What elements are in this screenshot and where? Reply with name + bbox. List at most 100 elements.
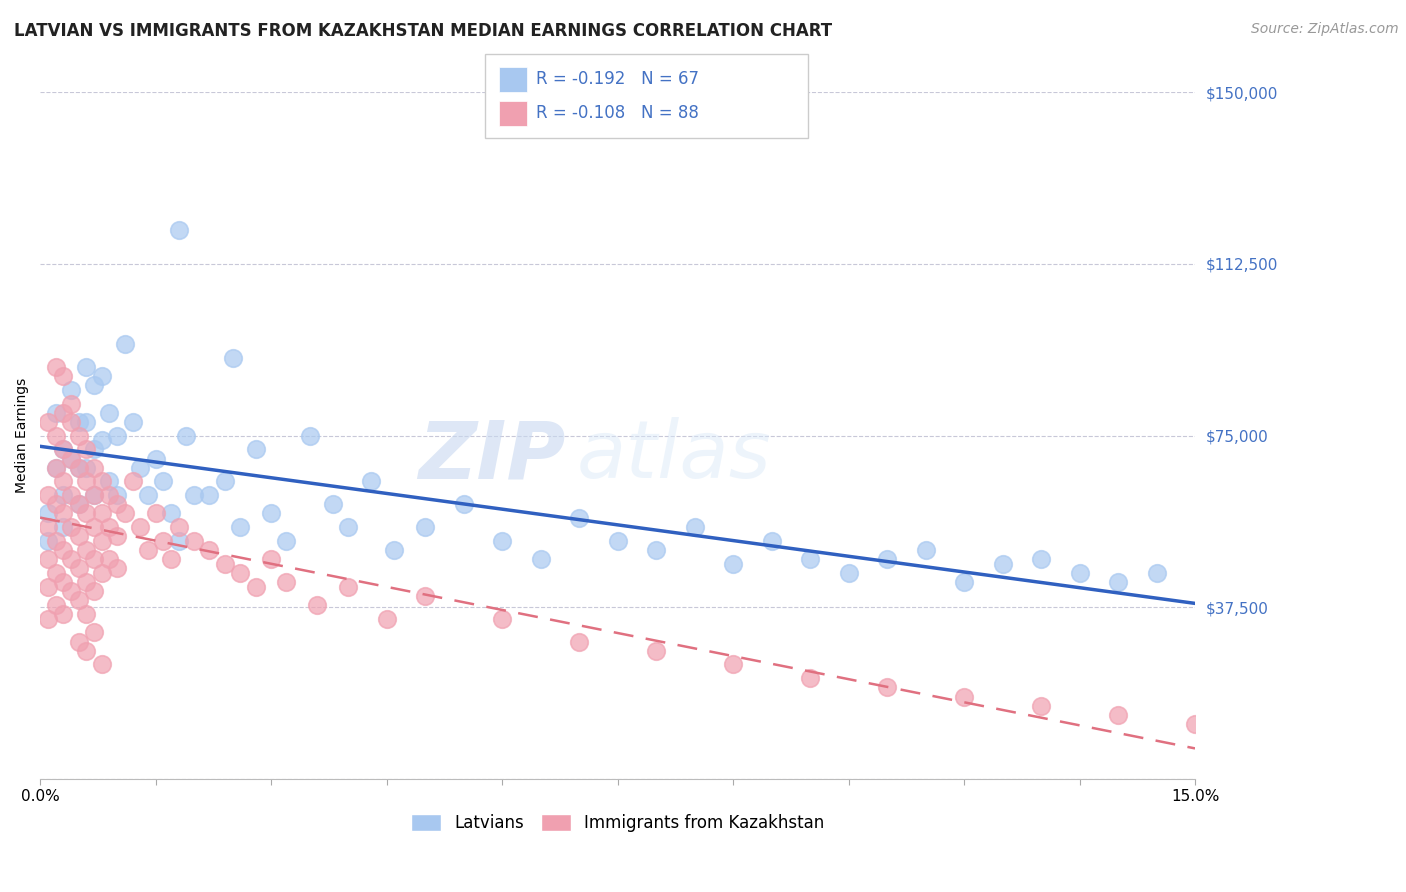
Y-axis label: Median Earnings: Median Earnings <box>15 378 30 493</box>
Point <box>276 575 298 590</box>
Point <box>75 442 97 457</box>
Point <box>59 451 82 466</box>
Point <box>1107 707 1129 722</box>
Point <box>183 533 205 548</box>
Point <box>953 690 976 704</box>
Point <box>260 552 283 566</box>
Point <box>152 475 174 489</box>
Point <box>105 428 128 442</box>
Point <box>761 533 783 548</box>
Point <box>167 222 190 236</box>
Point <box>491 533 513 548</box>
Point <box>1069 566 1091 580</box>
Point <box>59 451 82 466</box>
Point <box>37 520 59 534</box>
Point <box>67 460 90 475</box>
Point <box>799 671 821 685</box>
Point <box>337 580 360 594</box>
Point <box>75 359 97 374</box>
Point <box>83 378 105 392</box>
Text: R = -0.108   N = 88: R = -0.108 N = 88 <box>536 104 699 122</box>
Point <box>75 644 97 658</box>
Point <box>876 552 898 566</box>
Point <box>136 543 159 558</box>
Point <box>52 520 75 534</box>
Point <box>44 428 66 442</box>
Point <box>129 460 152 475</box>
Point <box>214 475 236 489</box>
Point <box>37 552 59 566</box>
Point <box>44 406 66 420</box>
Point <box>991 557 1014 571</box>
Point <box>245 580 267 594</box>
Point <box>838 566 860 580</box>
Point <box>83 625 105 640</box>
Point <box>83 442 105 457</box>
Point <box>105 497 128 511</box>
Point <box>136 488 159 502</box>
Point <box>114 337 136 351</box>
Point <box>568 511 591 525</box>
Point <box>83 488 105 502</box>
Point <box>105 488 128 502</box>
Point <box>160 552 183 566</box>
Point <box>90 566 112 580</box>
Point <box>67 415 90 429</box>
Point <box>491 612 513 626</box>
Point <box>953 575 976 590</box>
Point <box>276 533 298 548</box>
Point <box>1184 717 1206 731</box>
Point <box>59 520 82 534</box>
Point <box>83 488 105 502</box>
Text: atlas: atlas <box>576 417 772 495</box>
Point <box>645 644 668 658</box>
Point <box>98 552 121 566</box>
Point <box>245 442 267 457</box>
Point <box>59 383 82 397</box>
Point <box>145 507 167 521</box>
Point <box>75 543 97 558</box>
Point <box>914 543 936 558</box>
Point <box>44 598 66 612</box>
Point <box>75 575 97 590</box>
Point <box>83 520 105 534</box>
Point <box>298 428 321 442</box>
Point <box>121 415 143 429</box>
Point <box>52 369 75 384</box>
Point <box>52 475 75 489</box>
Point <box>229 520 252 534</box>
Point <box>75 507 97 521</box>
Point <box>322 497 344 511</box>
Point <box>75 415 97 429</box>
Point <box>67 497 90 511</box>
Point <box>721 557 744 571</box>
Point <box>83 584 105 599</box>
Point <box>568 634 591 648</box>
Point <box>876 681 898 695</box>
Point <box>90 434 112 448</box>
Point <box>307 598 329 612</box>
Point <box>44 566 66 580</box>
Point <box>1107 575 1129 590</box>
Text: R = -0.192   N = 67: R = -0.192 N = 67 <box>536 70 699 88</box>
Point <box>59 584 82 599</box>
Point <box>52 507 75 521</box>
Point <box>44 497 66 511</box>
Point <box>90 657 112 672</box>
Point <box>67 529 90 543</box>
Point <box>176 428 198 442</box>
Legend: Latvians, Immigrants from Kazakhstan: Latvians, Immigrants from Kazakhstan <box>411 814 824 832</box>
Point <box>75 607 97 622</box>
Point <box>44 359 66 374</box>
Point <box>129 520 152 534</box>
Point <box>721 657 744 672</box>
Point <box>98 488 121 502</box>
Point <box>37 612 59 626</box>
Point <box>145 451 167 466</box>
Point <box>52 442 75 457</box>
Point <box>360 475 382 489</box>
Point <box>529 552 551 566</box>
Point <box>37 488 59 502</box>
Point <box>382 543 405 558</box>
Point <box>75 460 97 475</box>
